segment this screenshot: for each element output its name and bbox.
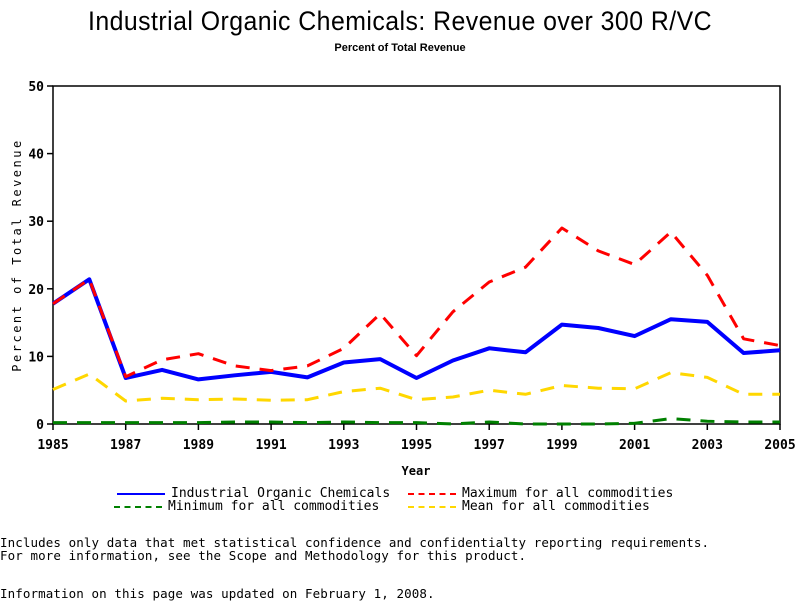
x-tick-label: 1985	[37, 438, 68, 453]
x-tick-label: 1999	[546, 438, 577, 453]
y-tick-label: 40	[28, 148, 44, 163]
x-tick-label: 1993	[328, 438, 359, 453]
series-line-minimum-for-all-commodities	[53, 419, 780, 424]
footnote-methodology: For more information, see the Scope and …	[0, 548, 526, 563]
legend-swatch-solid-blue	[117, 493, 165, 495]
y-tick-label: 20	[28, 283, 44, 298]
series-line-maximum-for-all-commodities	[53, 228, 780, 377]
x-tick-label: 2001	[619, 438, 650, 453]
x-tick-label: 1989	[183, 438, 214, 453]
legend-label: Minimum for all commodities	[168, 499, 379, 514]
y-tick-label: 50	[28, 80, 44, 95]
series-line-industrial-organic-chemicals	[53, 279, 780, 379]
legend-swatch-dashed-yellow	[408, 506, 456, 508]
legend-swatch-dashed-green	[114, 506, 162, 508]
series-layer	[53, 228, 780, 424]
legend-swatch-dashed-red	[408, 493, 456, 495]
x-tick-label: 1987	[110, 438, 141, 453]
legend-item-minimum: Minimum for all commodities	[114, 499, 379, 514]
x-axis-title: Year	[402, 464, 431, 478]
legend-item-mean: Mean for all commodities	[408, 499, 650, 514]
footnote-updated: Information on this page was updated on …	[0, 586, 435, 601]
legend-label: Mean for all commodities	[462, 499, 650, 514]
plot-frame	[53, 86, 780, 424]
y-tick-label: 0	[36, 418, 44, 433]
x-tick-label: 2003	[692, 438, 723, 453]
y-axis-title: Percent of Total Revenue	[10, 138, 24, 371]
x-tick-label: 2005	[764, 438, 795, 453]
y-tick-label: 30	[28, 215, 44, 230]
x-tick-label: 1997	[474, 438, 505, 453]
x-tick-label: 1991	[255, 438, 286, 453]
x-tick-label: 1995	[401, 438, 432, 453]
y-tick-label: 10	[28, 350, 44, 365]
